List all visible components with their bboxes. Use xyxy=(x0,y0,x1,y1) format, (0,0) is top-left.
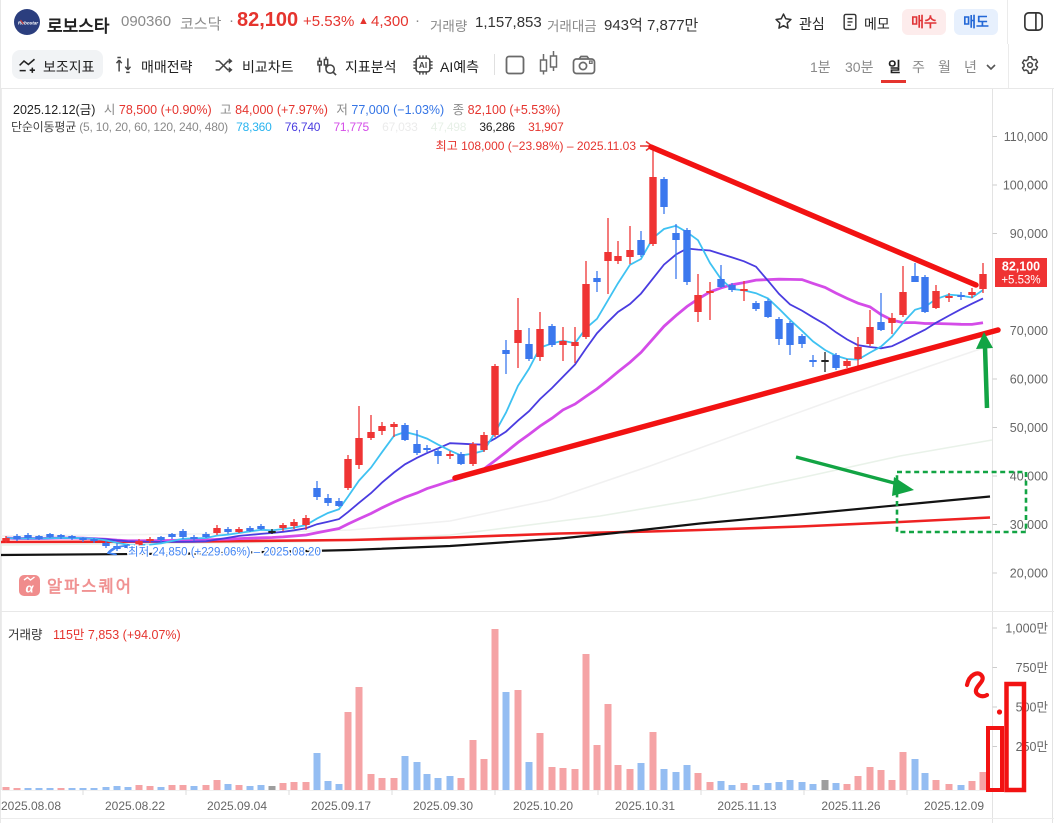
svg-text:Robostar: Robostar xyxy=(18,21,38,26)
svg-text:2025.10.31: 2025.10.31 xyxy=(615,799,675,813)
svg-text:거래량: 거래량 xyxy=(8,628,43,642)
svg-text:115만 7,853 (+94.07%): 115만 7,853 (+94.07%) xyxy=(53,628,181,642)
svg-text:20,000: 20,000 xyxy=(1010,567,1048,581)
svg-text:60,000: 60,000 xyxy=(1010,373,1048,387)
svg-text:2025.11.26: 2025.11.26 xyxy=(821,799,880,813)
svg-text:2025.11.13: 2025.11.13 xyxy=(717,799,776,813)
svg-text:알파스퀘어: 알파스퀘어 xyxy=(47,577,133,596)
svg-text:최저 24,850 (+229.06%) – 2025.08: 최저 24,850 (+229.06%) – 2025.08.20 xyxy=(128,546,321,559)
svg-text:250만: 250만 xyxy=(1016,740,1049,754)
svg-text:2025.09.04: 2025.09.04 xyxy=(207,799,267,813)
svg-text:2025.12.09: 2025.12.09 xyxy=(924,799,984,813)
svg-text:α: α xyxy=(25,581,34,596)
svg-text:+5.53%: +5.53% xyxy=(1001,275,1040,287)
svg-text:50,000: 50,000 xyxy=(1010,421,1048,435)
svg-text:750만: 750만 xyxy=(1016,661,1049,675)
svg-text:500만: 500만 xyxy=(1016,701,1049,715)
svg-text:90,000: 90,000 xyxy=(1010,227,1048,241)
svg-text:2025.10.20: 2025.10.20 xyxy=(513,799,573,813)
svg-text:2025.08.08: 2025.08.08 xyxy=(1,799,61,813)
svg-text:2025.09.30: 2025.09.30 xyxy=(413,799,473,813)
svg-text:40,000: 40,000 xyxy=(1010,470,1048,484)
svg-text:82,100: 82,100 xyxy=(1002,260,1040,274)
svg-text:100,000: 100,000 xyxy=(1003,179,1048,193)
svg-text:70,000: 70,000 xyxy=(1010,324,1048,338)
svg-text:110,000: 110,000 xyxy=(1004,130,1048,144)
svg-text:AI: AI xyxy=(419,61,427,70)
svg-text:1,000만: 1,000만 xyxy=(1005,622,1048,636)
svg-text:30,000: 30,000 xyxy=(1010,518,1048,532)
svg-text:2025.08.22: 2025.08.22 xyxy=(105,799,165,813)
svg-text:최고 108,000 (−23.98%) – 2025.11: 최고 108,000 (−23.98%) – 2025.11.03 xyxy=(436,139,637,153)
svg-text:2025.09.17: 2025.09.17 xyxy=(311,799,371,813)
